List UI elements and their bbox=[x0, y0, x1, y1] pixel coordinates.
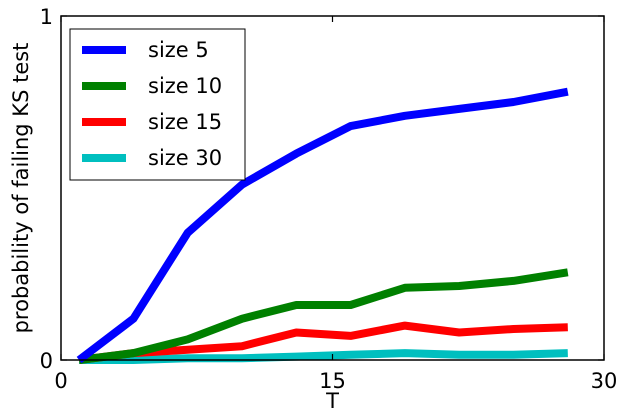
series-layer bbox=[76, 87, 569, 364]
legend-label: size 5 bbox=[148, 38, 209, 62]
x-tick-label: 30 bbox=[591, 369, 618, 393]
series-line-size-10 bbox=[78, 268, 569, 364]
x-tick-label: 0 bbox=[54, 369, 67, 393]
series-line-size-15 bbox=[78, 321, 568, 364]
y-axis-label: probability of failing KS test bbox=[9, 43, 33, 334]
x-axis-label: T bbox=[325, 389, 339, 413]
ticks-layer: 0 15 30 0 1 bbox=[40, 5, 618, 393]
legend-label: size 15 bbox=[148, 110, 222, 134]
series-line-size-30 bbox=[79, 349, 568, 364]
y-tick-label: 1 bbox=[40, 5, 53, 29]
legend-entry: size 30 bbox=[82, 146, 222, 170]
legend-entry: size 10 bbox=[82, 74, 222, 98]
legend-entry: size 5 bbox=[82, 38, 209, 62]
y-tick-label: 0 bbox=[40, 349, 53, 373]
legend-label: size 10 bbox=[148, 74, 222, 98]
legend-label: size 30 bbox=[148, 146, 222, 170]
series-line-size-5 bbox=[76, 87, 569, 364]
legend-entry: size 15 bbox=[82, 110, 222, 134]
x-tick-label: 15 bbox=[319, 369, 346, 393]
legend: size 5 size 10 size 15 size 30 bbox=[69, 28, 246, 181]
